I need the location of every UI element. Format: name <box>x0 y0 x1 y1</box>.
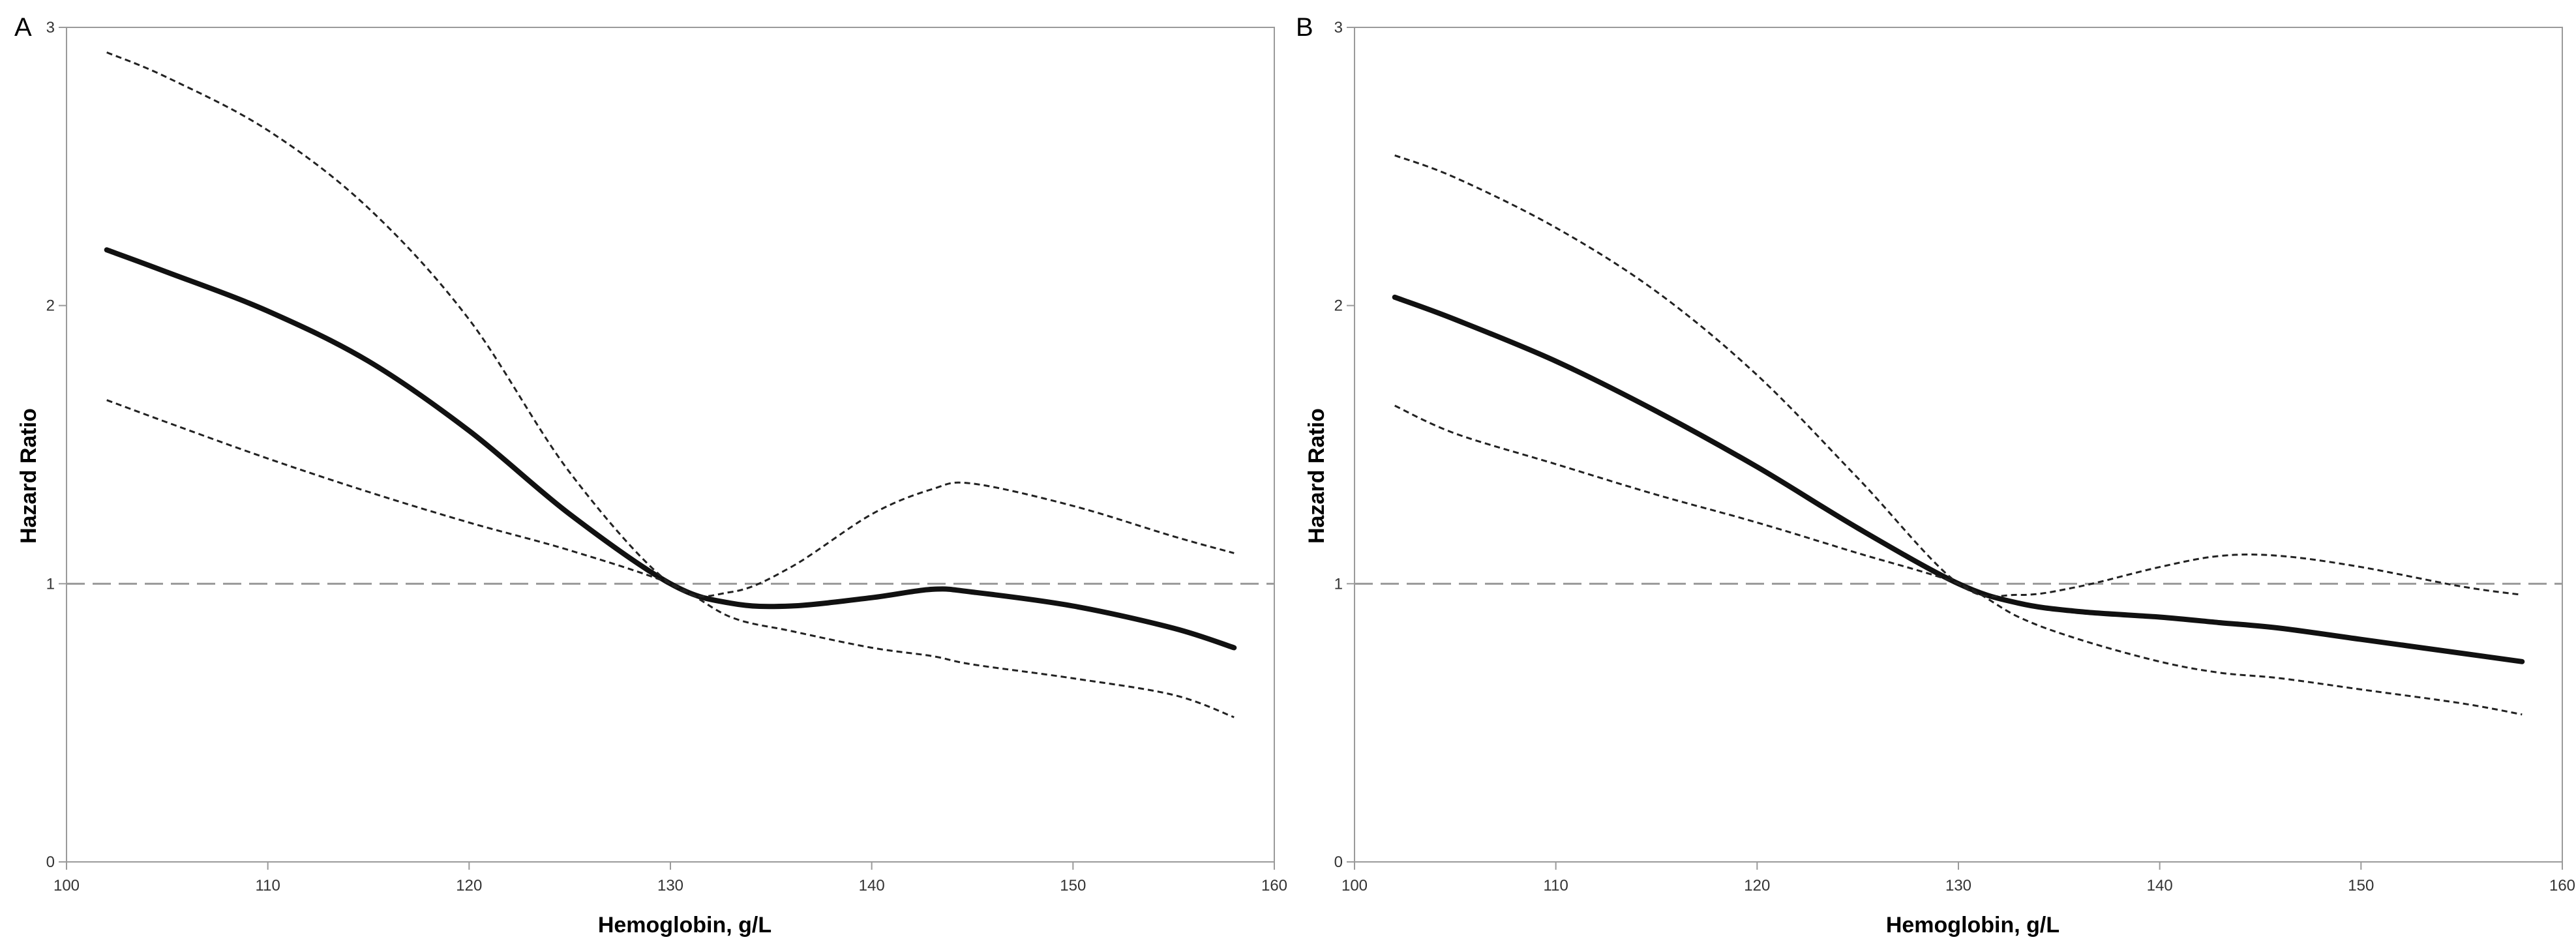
y-tick-label-b-3: 3 <box>1334 19 1343 37</box>
series-a-upper-95-ci <box>106 52 1235 598</box>
plot-frame-b <box>1354 27 2563 863</box>
plot-frame-a <box>66 27 1275 863</box>
x-tick-label-a-130: 130 <box>657 877 683 894</box>
y-tick-label-a-2: 2 <box>46 297 55 315</box>
y-axis-title-a: Hazard Ratio <box>16 408 41 544</box>
series-a-lower-95-ci <box>106 399 1235 718</box>
series-b-hazard-ratio <box>1392 294 2525 664</box>
chart-panel-b: B Hazard Ratio Hemoglobin, g/L 0 1 2 3 100 11… <box>1296 13 2575 938</box>
panel-label-b: B <box>1296 13 1313 42</box>
x-tick-label-b-120: 120 <box>1744 877 1770 894</box>
series-b-lower-95-ci <box>1394 404 2523 716</box>
x-tick-label-b-140: 140 <box>2147 877 2173 894</box>
series-a-hazard-ratio <box>104 247 1237 651</box>
y-tick-label-b-0: 0 <box>1334 853 1343 871</box>
y-tick-label-b-1: 1 <box>1334 575 1343 593</box>
x-tick-label-a-140: 140 <box>859 877 885 894</box>
x-tick-label-a-160: 160 <box>1261 877 1287 894</box>
x-tick-label-b-100: 100 <box>1341 877 1368 894</box>
panel-a: A Hazard Ratio Hemoglobin, g/L 0 1 2 3 100 11… <box>14 13 1287 938</box>
x-tick-label-a-100: 100 <box>53 877 80 894</box>
x-tick-label-a-120: 120 <box>456 877 482 894</box>
x-tick-label-a-150: 150 <box>1060 877 1086 894</box>
x-axis-title-b: Hemoglobin, g/L <box>1886 913 2059 938</box>
x-axis-title-a: Hemoglobin, g/L <box>598 913 771 938</box>
y-axis-title-b: Hazard Ratio <box>1304 408 1329 544</box>
y-tick-label-a-0: 0 <box>46 853 55 871</box>
x-tick-label-b-150: 150 <box>2348 877 2374 894</box>
panel-b: B Hazard Ratio Hemoglobin, g/L 0 1 2 3 100 11… <box>1288 0 2576 946</box>
x-tick-label-b-110: 110 <box>1544 877 1568 894</box>
x-tick-label-b-130: 130 <box>1945 877 1971 894</box>
y-tick-label-a-1: 1 <box>46 575 55 593</box>
panel-label-a: A <box>14 13 32 42</box>
x-tick-label-b-160: 160 <box>2549 877 2575 894</box>
x-tick-label-a-110: 110 <box>256 877 280 894</box>
series-b-upper-95-ci <box>1394 154 2523 598</box>
y-tick-label-a-3: 3 <box>46 19 55 37</box>
chart-panel-a: A Hazard Ratio Hemoglobin, g/L 0 1 2 3 100 11… <box>14 13 1287 938</box>
y-tick-label-b-2: 2 <box>1334 297 1343 315</box>
